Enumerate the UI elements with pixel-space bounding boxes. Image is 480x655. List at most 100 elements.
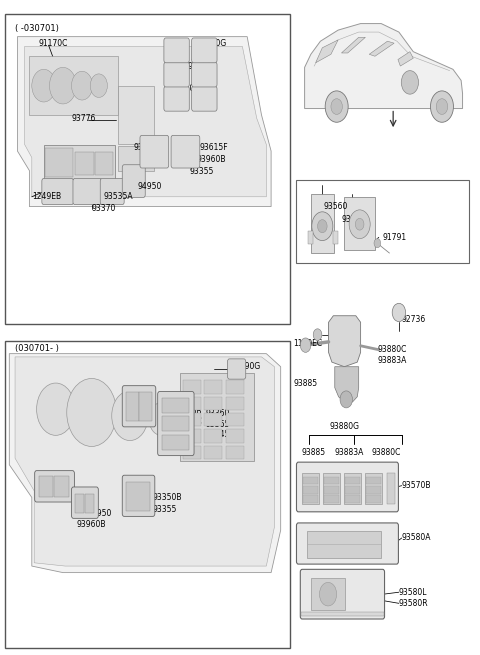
Bar [29, 56, 118, 115]
Text: 1129EC: 1129EC [294, 339, 323, 348]
Circle shape [72, 71, 93, 100]
Text: 93790G: 93790G [197, 39, 227, 48]
Circle shape [374, 238, 381, 248]
Circle shape [318, 219, 327, 233]
FancyBboxPatch shape [122, 386, 156, 427]
FancyBboxPatch shape [164, 38, 189, 63]
Bar [297, 179, 469, 263]
Polygon shape [335, 367, 359, 402]
Bar [226, 446, 244, 459]
FancyBboxPatch shape [122, 165, 145, 197]
Text: 93777B: 93777B [39, 495, 69, 503]
Polygon shape [24, 47, 266, 196]
Circle shape [36, 383, 75, 436]
Circle shape [431, 91, 454, 122]
FancyBboxPatch shape [122, 476, 155, 516]
Text: 93960B: 93960B [76, 520, 106, 529]
Circle shape [90, 74, 108, 98]
Circle shape [300, 338, 311, 352]
Circle shape [340, 391, 352, 408]
Text: 93355: 93355 [153, 505, 177, 514]
Bar [323, 473, 340, 504]
Text: 93610B: 93610B [187, 62, 217, 71]
Text: 93777C: 93777C [172, 417, 202, 426]
Bar [126, 392, 139, 421]
Text: 94950: 94950 [137, 183, 161, 191]
Text: 93365: 93365 [205, 420, 230, 429]
Circle shape [49, 67, 76, 104]
Text: 93570B: 93570B [402, 481, 431, 490]
Polygon shape [369, 41, 394, 56]
Bar [311, 578, 345, 610]
FancyBboxPatch shape [73, 178, 102, 204]
Circle shape [355, 218, 364, 230]
Bar [182, 413, 201, 426]
Bar [333, 231, 337, 244]
Polygon shape [316, 40, 338, 63]
Polygon shape [301, 612, 384, 616]
Polygon shape [341, 37, 365, 53]
Bar [345, 477, 360, 484]
FancyBboxPatch shape [157, 392, 194, 456]
Text: 94950: 94950 [88, 510, 112, 518]
Text: 93885: 93885 [294, 379, 318, 388]
Bar [44, 145, 115, 179]
Bar [140, 392, 152, 421]
Bar [204, 430, 222, 443]
Bar [324, 495, 339, 502]
Text: 93350B: 93350B [153, 493, 182, 502]
FancyBboxPatch shape [72, 487, 98, 518]
FancyBboxPatch shape [164, 62, 189, 87]
Bar [204, 446, 222, 459]
Bar [303, 477, 318, 484]
Text: 92736: 92736 [402, 315, 426, 324]
Bar [344, 196, 375, 250]
Bar [45, 148, 73, 177]
Bar [345, 495, 360, 502]
Bar [5, 341, 290, 648]
Text: 91791: 91791 [383, 233, 407, 242]
Text: 93580L: 93580L [399, 588, 427, 597]
Bar [303, 495, 318, 502]
Bar [162, 417, 189, 432]
Text: (030701- ): (030701- ) [15, 344, 59, 353]
Text: ( -030701): ( -030701) [15, 24, 59, 33]
Text: 93635A: 93635A [134, 143, 163, 152]
Bar [226, 397, 244, 410]
FancyBboxPatch shape [297, 462, 398, 512]
Bar [303, 486, 318, 493]
Bar [54, 476, 69, 497]
Circle shape [313, 329, 322, 341]
Circle shape [320, 582, 336, 606]
Bar [307, 531, 381, 557]
Bar [366, 495, 381, 502]
FancyBboxPatch shape [100, 178, 124, 204]
Bar [324, 486, 339, 493]
Circle shape [325, 91, 348, 122]
Bar [204, 397, 222, 410]
Bar [75, 153, 94, 175]
Circle shape [67, 379, 117, 447]
Bar [182, 430, 201, 443]
FancyBboxPatch shape [297, 523, 398, 564]
FancyBboxPatch shape [35, 471, 74, 502]
Text: 93880C: 93880C [378, 345, 407, 354]
Text: 93880G: 93880G [329, 422, 360, 432]
Polygon shape [9, 354, 281, 572]
Text: 93790G: 93790G [230, 362, 261, 371]
Bar [311, 194, 334, 253]
Circle shape [392, 303, 406, 322]
FancyBboxPatch shape [192, 62, 217, 87]
Bar [324, 477, 339, 484]
FancyBboxPatch shape [140, 136, 168, 168]
Bar [180, 373, 254, 462]
FancyBboxPatch shape [300, 569, 384, 619]
Bar [118, 86, 154, 145]
Polygon shape [305, 24, 463, 109]
Circle shape [312, 212, 333, 240]
Text: 93885: 93885 [301, 449, 325, 457]
FancyBboxPatch shape [42, 178, 73, 204]
Text: 93776B: 93776B [172, 407, 202, 416]
Text: 93880C: 93880C [372, 449, 401, 457]
Bar [204, 381, 222, 394]
